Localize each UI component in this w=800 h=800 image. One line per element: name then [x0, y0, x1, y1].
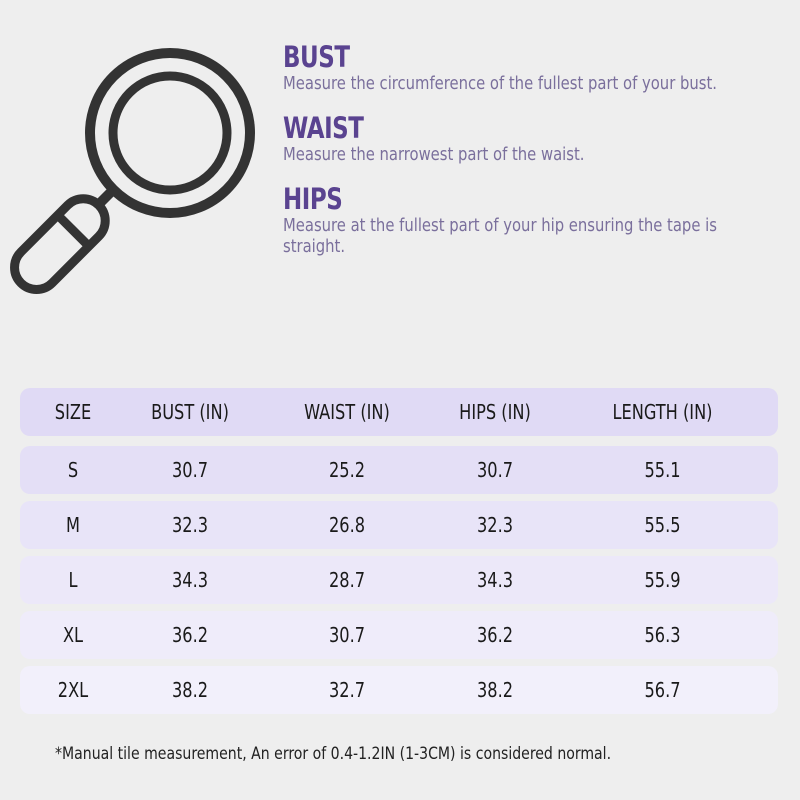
table-cell: 30.7	[328, 623, 366, 647]
footnote: *Manual tile measurement, An error of 0.…	[55, 744, 612, 764]
guide-text: Measure the narrowest part of the waist.	[283, 145, 585, 165]
table-cell: 30.7	[476, 458, 514, 482]
table-cell: 30.7	[171, 458, 209, 482]
header-cell: LENGTH (IN)	[612, 400, 713, 424]
table-cell: 26.8	[328, 513, 366, 537]
table-cell: 28.7	[328, 568, 366, 592]
guide-bust: BUST Measure the circumference of the fu…	[283, 40, 763, 95]
table-cell: L	[68, 568, 78, 592]
table-cell: 32.3	[476, 513, 514, 537]
table-cell: S	[67, 458, 79, 482]
guide-title: BUST	[283, 40, 350, 74]
table-row: 2XL 38.2 32.7 38.2 56.7	[20, 666, 778, 714]
guide-hips: HIPS Measure at the fullest part of your…	[283, 182, 763, 258]
table-cell: 55.9	[644, 568, 681, 592]
table-cell: 2XL	[57, 678, 89, 702]
table-cell: 34.3	[476, 568, 514, 592]
header-cell: SIZE	[54, 400, 92, 424]
table-cell: 38.2	[476, 678, 514, 702]
guide-text: Measure the circumference of the fullest…	[283, 74, 717, 94]
table-header: SIZE BUST (IN) WAIST (IN) HIPS (IN) LENG…	[20, 388, 778, 436]
guide-title: WAIST	[283, 111, 364, 145]
table-cell: 36.2	[171, 623, 209, 647]
table-cell: 36.2	[476, 623, 514, 647]
header-cell: BUST (IN)	[151, 400, 229, 424]
table-row: M 32.3 26.8 32.3 55.5	[20, 501, 778, 549]
measurement-guide: BUST Measure the circumference of the fu…	[283, 40, 763, 274]
table-cell: 55.1	[644, 458, 681, 482]
magnifying-glass-icon	[10, 48, 255, 294]
header-cell: WAIST (IN)	[304, 400, 390, 424]
table-cell: 34.3	[171, 568, 209, 592]
table-cell: 32.7	[328, 678, 366, 702]
table-cell: 56.3	[644, 623, 681, 647]
guide-title: HIPS	[283, 182, 343, 216]
guide-waist: WAIST Measure the narrowest part of the …	[283, 111, 763, 166]
table-row: S 30.7 25.2 30.7 55.1	[20, 446, 778, 494]
table-cell: 56.7	[644, 678, 681, 702]
table-cell: M	[66, 513, 80, 537]
table-cell: 38.2	[171, 678, 209, 702]
table-cell: 25.2	[328, 458, 366, 482]
table-row: L 34.3 28.7 34.3 55.9	[20, 556, 778, 604]
guide-text: Measure at the fullest part of your hip …	[283, 216, 717, 257]
table-cell: 55.5	[644, 513, 681, 537]
table-cell: 32.3	[171, 513, 209, 537]
table-row: XL 36.2 30.7 36.2 56.3	[20, 611, 778, 659]
size-table: SIZE BUST (IN) WAIST (IN) HIPS (IN) LENG…	[20, 388, 778, 721]
header-cell: HIPS (IN)	[459, 400, 531, 424]
table-cell: XL	[62, 623, 84, 647]
